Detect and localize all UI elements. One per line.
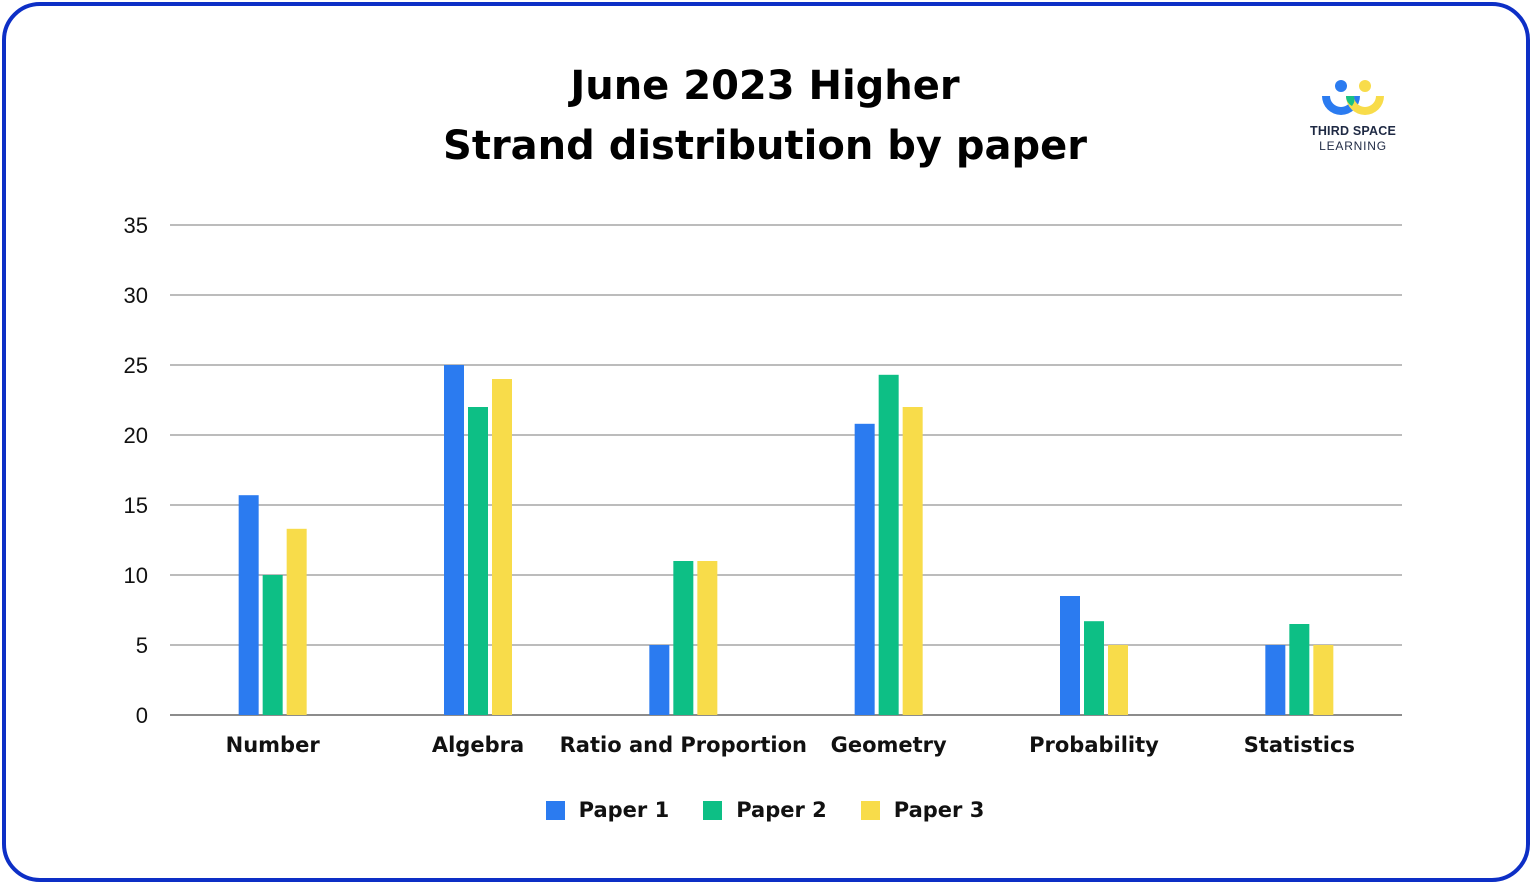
- legend-label: Paper 2: [736, 798, 827, 822]
- bar-algebra-paper-1: [444, 365, 464, 715]
- bar-number-paper-2: [262, 575, 283, 715]
- legend-item: Paper 2: [703, 798, 827, 822]
- chart-subtitle: Strand distribution by paper: [443, 123, 1087, 169]
- y-tick-label: 20: [124, 423, 148, 448]
- x-tick-label: Statistics: [1244, 733, 1355, 757]
- x-tick-label: Algebra: [432, 733, 524, 757]
- y-tick-label: 15: [124, 493, 148, 518]
- logo-mark-icon: [1322, 80, 1384, 115]
- legend-swatch: [703, 800, 723, 820]
- y-tick-label: 10: [124, 563, 148, 588]
- bar-probability-paper-2: [1084, 621, 1104, 715]
- bar-probability-paper-1: [1060, 596, 1080, 715]
- bar-ratio-and-proportion-paper-1: [649, 645, 670, 715]
- bar-ratio-and-proportion-paper-3: [697, 561, 718, 715]
- x-tick-label: Geometry: [831, 733, 947, 757]
- third-space-learning-logo: THIRD SPACE LEARNING: [1300, 78, 1406, 158]
- y-tick-label: 25: [124, 353, 148, 378]
- y-tick-label: 35: [124, 213, 148, 238]
- bar-geometry-paper-3: [902, 407, 923, 715]
- legend-swatch: [860, 800, 880, 820]
- bar-number-paper-3: [286, 528, 307, 715]
- bar-algebra-paper-2: [468, 407, 488, 715]
- x-tick-label: Number: [226, 733, 321, 757]
- legend-label: Paper 1: [578, 798, 670, 822]
- bar-probability-paper-3: [1108, 645, 1128, 715]
- x-axis-ticks: Number Algebra Ratio and Proportion Geometr…: [226, 733, 1355, 757]
- legend-item: Paper 1: [545, 798, 670, 822]
- bar-statistics-paper-2: [1289, 624, 1310, 715]
- legend-swatch: [545, 800, 565, 820]
- logo-text-line2: LEARNING: [1319, 139, 1387, 153]
- legend-item: Paper 3: [860, 798, 985, 822]
- bar-ratio-and-proportion-paper-2: [673, 561, 694, 715]
- grid-lines: [170, 224, 1402, 716]
- logo-text-line1: THIRD SPACE: [1309, 124, 1396, 138]
- y-tick-label: 5: [136, 633, 148, 658]
- bar-statistics-paper-3: [1313, 645, 1334, 715]
- bar-statistics-paper-1: [1265, 645, 1286, 715]
- y-tick-label: 0: [136, 703, 148, 728]
- legend-label: Paper 3: [893, 798, 985, 822]
- bar-algebra-paper-3: [492, 379, 512, 715]
- legend: Paper 1 Paper 2 Paper 3: [0, 798, 1530, 822]
- bar-geometry-paper-1: [854, 423, 875, 715]
- bar-geometry-paper-2: [878, 374, 899, 715]
- x-tick-label: Ratio and Proportion: [560, 733, 807, 757]
- y-axis-ticks: 0 5 10 15 20 25 30 35: [124, 213, 148, 728]
- bars: [238, 365, 1334, 715]
- x-tick-label: Probability: [1029, 733, 1159, 757]
- bar-number-paper-1: [238, 495, 259, 715]
- y-tick-label: 30: [124, 283, 148, 308]
- chart-title: June 2023 Higher: [570, 63, 960, 109]
